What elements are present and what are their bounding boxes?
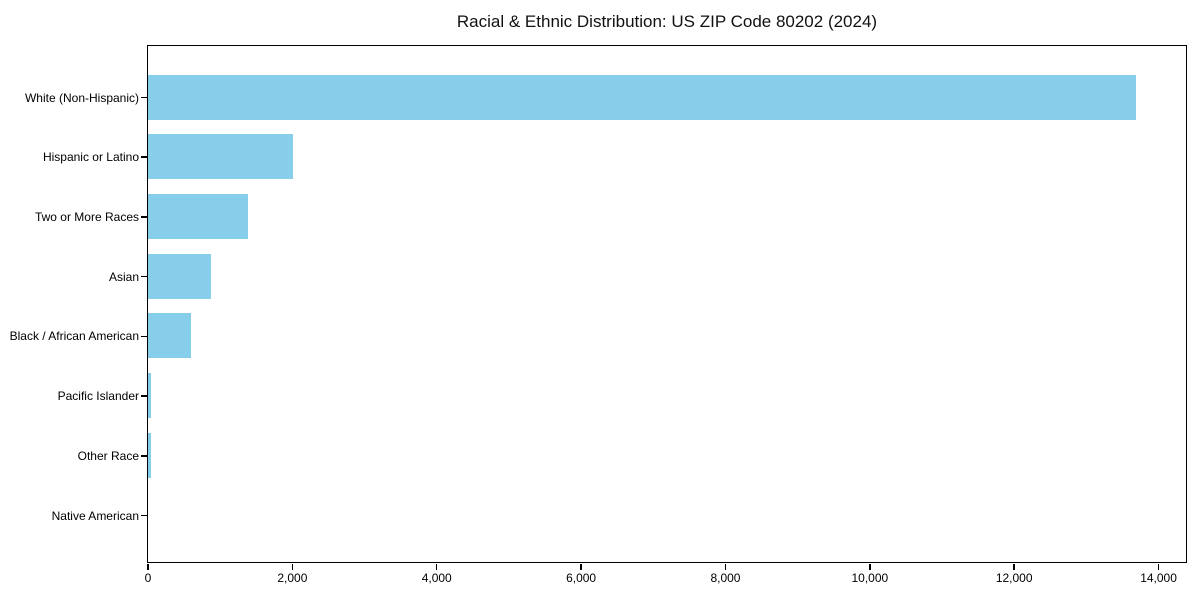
y-tick-mark (141, 96, 147, 99)
x-tick-mark (1157, 563, 1160, 570)
y-axis-label: Asian (108, 269, 139, 284)
y-axis-label: Native American (51, 508, 139, 523)
plot-area (146, 44, 1187, 563)
y-tick-mark (141, 216, 147, 218)
y-axis-label: Black / African American (9, 329, 139, 344)
bar-pacific-islander (147, 373, 152, 419)
x-tick-label: 14,000 (1140, 571, 1177, 585)
x-tick-label: 6,000 (566, 571, 597, 585)
x-tick-label: 8,000 (710, 571, 741, 585)
y-tick-mark (141, 156, 147, 158)
y-tick-mark (141, 335, 147, 338)
y-axis-label: White (Non-Hispanic) (24, 90, 139, 105)
x-tick-mark (724, 563, 727, 570)
x-tick-label: 10,000 (851, 571, 889, 585)
y-axis-label: Pacific Islander (57, 389, 139, 404)
x-tick-mark (1013, 563, 1015, 570)
x-tick-label: 0 (144, 571, 152, 585)
x-tick-mark (869, 563, 871, 570)
chart-title: Racial & Ethnic Distribution: US ZIP Cod… (456, 12, 878, 31)
y-axis-label: Other Race (77, 448, 139, 463)
y-tick-mark (141, 275, 147, 278)
x-tick-label: 2,000 (277, 571, 308, 585)
y-tick-mark (141, 455, 147, 457)
bar-other-race (147, 432, 151, 478)
y-axis-label: Hispanic or Latino (42, 150, 139, 165)
x-tick-label: 4,000 (421, 571, 452, 585)
y-axis-label: Two or More Races (34, 209, 139, 224)
x-tick-mark (291, 563, 294, 570)
bar-black-african-american (147, 313, 192, 359)
x-tick-label: 12,000 (995, 571, 1033, 585)
x-tick-mark (435, 563, 438, 570)
x-tick-mark (580, 563, 582, 570)
bar-asian (147, 253, 211, 299)
y-tick-mark (141, 395, 147, 397)
bar-hispanic-or-latino (147, 134, 293, 180)
y-tick-mark (141, 514, 147, 517)
bar-white-non-hispanic (147, 74, 1136, 120)
bar-two-or-more-races (147, 193, 249, 239)
x-tick-mark (147, 563, 149, 570)
